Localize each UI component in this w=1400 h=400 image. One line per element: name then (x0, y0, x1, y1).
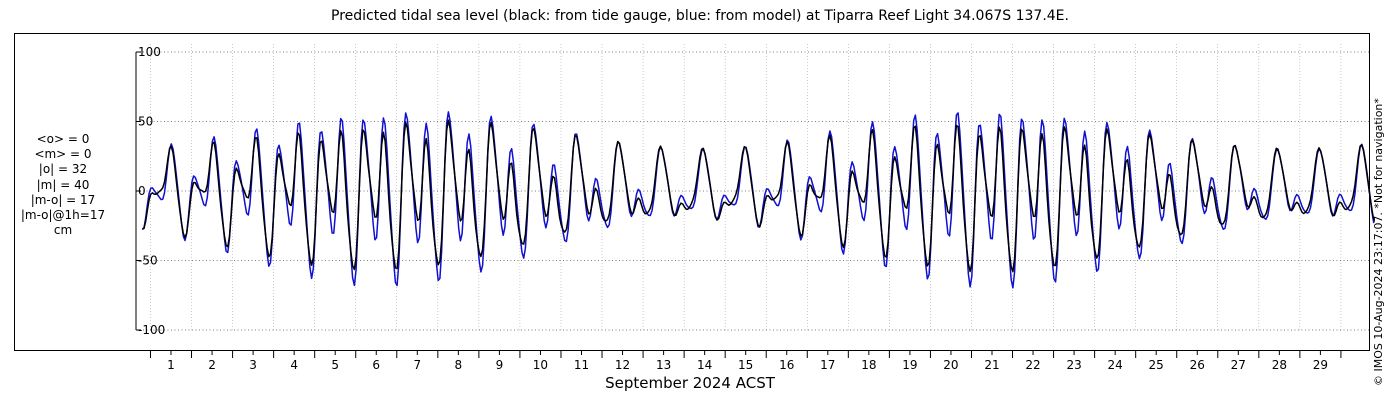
x-tick-label: 27 (1231, 358, 1246, 372)
x-tick-label: 4 (290, 358, 298, 372)
x-tick-label: 25 (1149, 358, 1164, 372)
stat-mean-model: <m> = 0 (34, 147, 92, 162)
x-axis-label: September 2024 ACST (605, 374, 775, 392)
x-tick-label: 1 (167, 358, 175, 372)
stat-mean-obs: <o> = 0 (36, 132, 90, 146)
x-tick-label: 16 (779, 358, 794, 372)
x-tick-label: 6 (372, 358, 380, 372)
x-tick-label: 15 (738, 358, 753, 372)
x-tick-label: 14 (697, 358, 712, 372)
x-tick-label: 22 (1025, 358, 1040, 372)
x-tick-label: 17 (820, 358, 835, 372)
x-tick-label: 21 (984, 358, 999, 372)
x-tick-label: 26 (1190, 358, 1205, 372)
statistics-panel: <o> = 0 <m> = 0 |o| = 32 |m| = 40 |m-o| … (14, 132, 112, 238)
x-tick-label: 29 (1313, 358, 1328, 372)
x-tick-label: 3 (249, 358, 257, 372)
x-tick-label: 13 (656, 358, 671, 372)
credit-note: © IMOS 10-Aug-2024 23:17:07. *Not for na… (1372, 98, 1385, 386)
y-tick-label: 100 (138, 45, 161, 59)
x-tick-label: 2 (208, 358, 216, 372)
x-tick-label: 5 (331, 358, 339, 372)
x-tick-label: 18 (861, 358, 876, 372)
series-line-model (141, 111, 1375, 289)
x-tick-label: 23 (1066, 358, 1081, 372)
y-tick-label: 50 (138, 115, 153, 129)
x-tick-label: 10 (533, 358, 548, 372)
stat-abs-obs: |o| = 32 (38, 162, 88, 177)
stat-abs-model: |m| = 40 (36, 177, 90, 192)
x-tick-label: 9 (496, 358, 504, 372)
stat-abs-diff-1h: |m-o|@1h=17 (20, 208, 106, 223)
x-tick-label: 20 (943, 358, 958, 372)
series-line-tide-gauge (142, 119, 1375, 273)
x-tick-label: 11 (574, 358, 589, 372)
x-tick-label: 8 (455, 358, 463, 372)
x-tick-label: 7 (413, 358, 421, 372)
y-tick-label: 0 (138, 184, 146, 198)
stat-unit: cm (53, 223, 73, 238)
x-tick-label: 28 (1272, 358, 1287, 372)
stat-abs-diff: |m-o| = 17 (30, 192, 96, 207)
x-tick-label: 19 (902, 358, 917, 372)
y-tick-label: -100 (138, 323, 165, 337)
y-tick-label: -50 (138, 254, 158, 268)
grid (136, 44, 1370, 332)
chart-title: Predicted tidal sea level (black: from t… (331, 8, 1069, 24)
x-tick-label: 12 (615, 358, 630, 372)
series-layer (141, 111, 1375, 289)
x-tick-label: 24 (1108, 358, 1123, 372)
